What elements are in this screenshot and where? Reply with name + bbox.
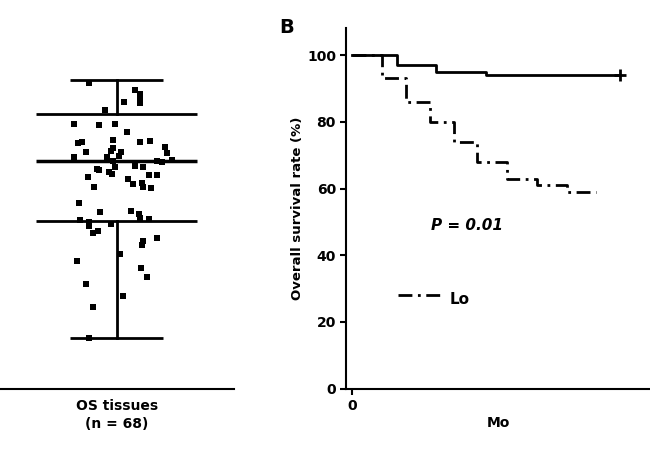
- Point: [88, 229, 99, 237]
- Point: [133, 210, 144, 218]
- Point: [146, 185, 157, 192]
- Point: [114, 152, 125, 159]
- Point: [107, 144, 118, 151]
- Point: [109, 120, 120, 128]
- Point: [118, 292, 128, 300]
- Point: [68, 154, 79, 161]
- Point: [138, 237, 149, 245]
- Point: [73, 199, 84, 207]
- Text: Lo: Lo: [450, 292, 469, 307]
- Point: [75, 217, 85, 224]
- Point: [92, 165, 102, 173]
- Point: [108, 136, 118, 144]
- Point: [84, 219, 95, 226]
- Point: [157, 159, 168, 166]
- Point: [138, 164, 148, 171]
- Point: [94, 122, 104, 129]
- Point: [135, 138, 145, 146]
- Point: [96, 208, 106, 215]
- Point: [130, 86, 140, 94]
- Point: [166, 156, 177, 164]
- Point: [152, 234, 162, 241]
- Point: [81, 148, 92, 156]
- Point: [72, 257, 83, 264]
- Point: [160, 143, 170, 151]
- Point: [77, 138, 87, 146]
- Point: [83, 222, 94, 230]
- Point: [116, 148, 127, 155]
- Point: [83, 173, 94, 181]
- Text: P = 0.01: P = 0.01: [432, 218, 503, 233]
- Y-axis label: Overall survival rate (%): Overall survival rate (%): [291, 117, 304, 300]
- Point: [135, 96, 145, 103]
- Point: [70, 120, 80, 128]
- Point: [110, 163, 120, 171]
- Point: [138, 183, 148, 191]
- Point: [122, 128, 132, 136]
- Point: [109, 157, 119, 164]
- X-axis label: Mo: Mo: [486, 416, 510, 430]
- Point: [161, 149, 172, 156]
- Point: [152, 172, 162, 179]
- Point: [81, 280, 91, 288]
- Point: [88, 303, 99, 311]
- Point: [118, 98, 129, 106]
- Point: [103, 169, 114, 176]
- Point: [136, 264, 146, 272]
- Point: [145, 137, 155, 145]
- Point: [130, 162, 140, 169]
- Point: [106, 147, 116, 155]
- Point: [144, 171, 155, 179]
- Point: [136, 241, 147, 248]
- Point: [135, 100, 145, 107]
- Point: [135, 215, 145, 222]
- Text: B: B: [280, 18, 294, 36]
- Point: [100, 106, 110, 114]
- Point: [152, 157, 162, 165]
- Point: [114, 250, 125, 258]
- Point: [128, 180, 138, 188]
- Point: [89, 183, 99, 191]
- Point: [136, 179, 147, 186]
- Point: [102, 153, 112, 160]
- Point: [123, 175, 133, 183]
- Point: [107, 171, 118, 178]
- Point: [94, 166, 105, 174]
- Point: [83, 334, 94, 341]
- Point: [106, 220, 116, 228]
- Point: [126, 208, 136, 215]
- Point: [144, 215, 154, 223]
- Point: [84, 79, 95, 86]
- Point: [73, 139, 83, 147]
- Point: [135, 91, 145, 98]
- Point: [142, 273, 152, 281]
- Point: [92, 227, 103, 235]
